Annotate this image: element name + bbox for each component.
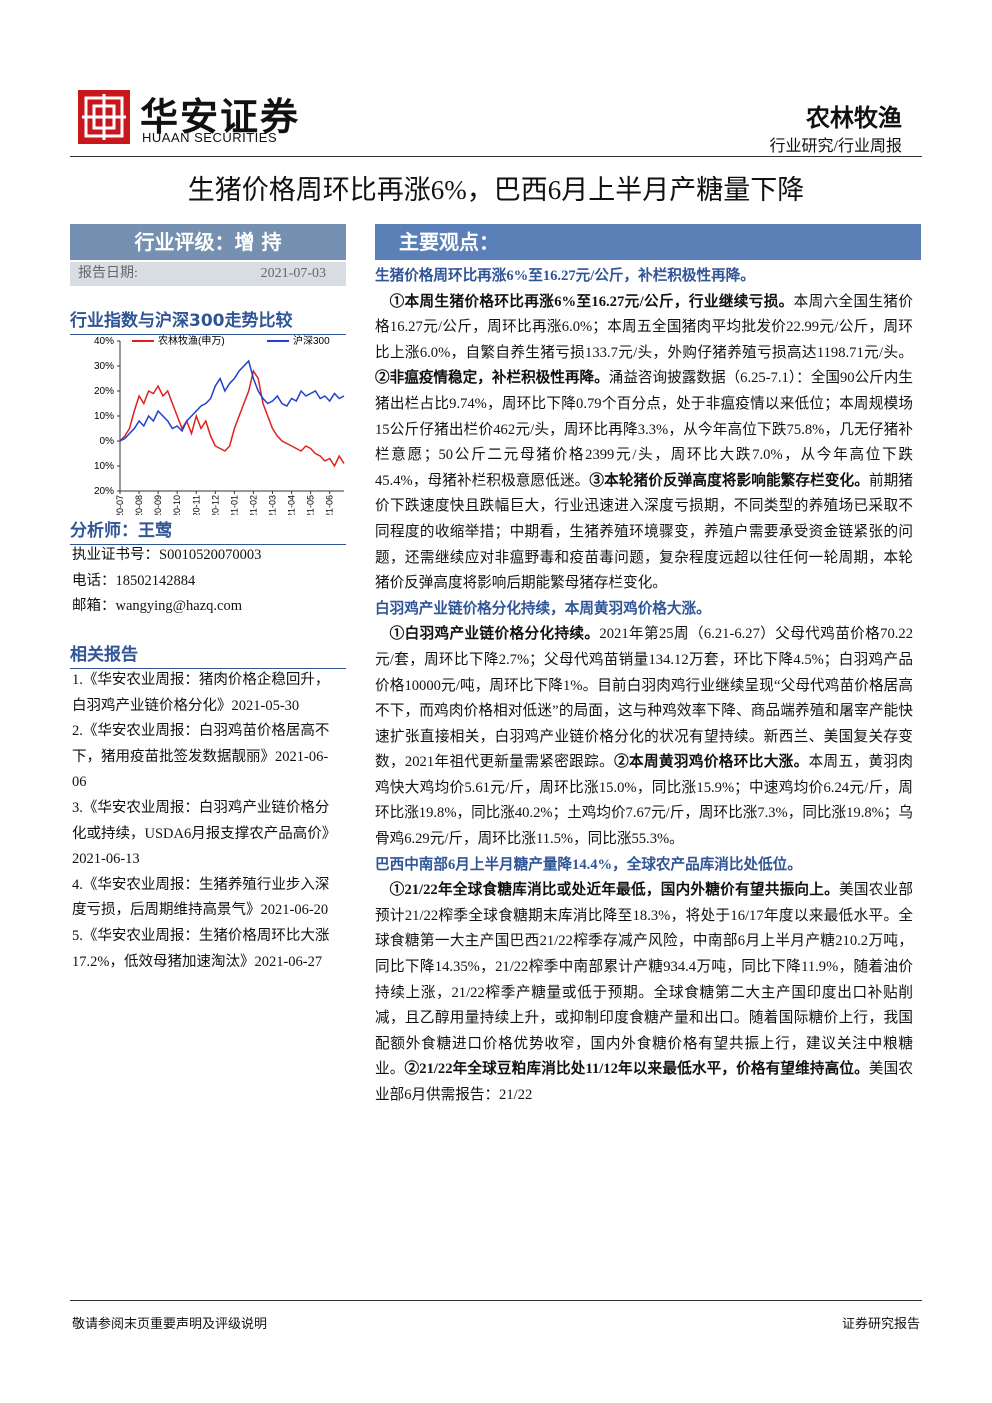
logo-icon bbox=[78, 90, 130, 144]
main-banner: 主要观点： bbox=[375, 224, 921, 260]
related-item: 3.《华安农业周报：白羽鸡产业链价格分化或持续，USDA6月报支撑农产品高价》2… bbox=[72, 799, 337, 868]
sector: 农林牧渔 bbox=[806, 106, 902, 132]
y-tick-label: 20% bbox=[94, 486, 114, 497]
chart: 40%30%20%10%0%10%20%20-07 20-08 20-09 20-10… bbox=[94, 334, 345, 515]
bold-text: ②本周黄羽鸡价格环比大涨。 bbox=[614, 754, 809, 771]
x-tick-label: 20-08 bbox=[134, 495, 144, 515]
x-tick-label: 20-09 bbox=[153, 495, 163, 515]
paragraph: ①白羽鸡产业链价格分化持续。2021年第25周（6.21-6.27）父母代鸡苗价… bbox=[375, 622, 913, 852]
text: 美国农业部6月供需报告：21/22 bbox=[375, 1061, 913, 1103]
footer-rule bbox=[70, 1300, 922, 1301]
date-label: 报告日期: bbox=[78, 266, 138, 281]
rating-banner: 行业评级：增 持 bbox=[70, 224, 346, 260]
x-tick-label: 21-06 bbox=[325, 495, 335, 515]
series-line bbox=[119, 359, 345, 442]
related-item: 4.《华安农业周报：生猪养殖行业步入深度亏损，后周期维持高景气》2021-06-… bbox=[72, 876, 330, 919]
report-title: 生猪价格周环比再涨6%，巴西6月上半月产糖量下降 bbox=[187, 175, 805, 205]
header-rule bbox=[70, 156, 922, 157]
section-heading: 行业指数与沪深300走势比较 bbox=[70, 306, 346, 335]
y-tick-label: 40% bbox=[94, 336, 114, 347]
related-list: 1.《华安农业周报：猪肉价格企稳回升，白羽鸡产业链价格分化》2021-05-30… bbox=[72, 668, 338, 975]
x-tick-label: 21-02 bbox=[248, 495, 258, 515]
main-heading: 主要观点： bbox=[399, 230, 499, 254]
text: 美国农业部预计21/22榨季全球食糖期末库消比降至18.3%，将处于16/17年… bbox=[375, 882, 913, 1078]
related-item: 1.《华安农业周报：猪肉价格企稳回升，白羽鸡产业链价格分化》2021-05-30 bbox=[72, 672, 330, 714]
date: 2021-07-03 bbox=[260, 266, 326, 281]
section-heading: 巴西中南部6月上半月糖产量降14.4%，全球农产品库消比处低位。 bbox=[375, 856, 802, 873]
x-tick-label: 20-11 bbox=[191, 495, 201, 515]
section-heading: 白羽鸡产业链价格分化持续，本周黄羽鸡价格大涨。 bbox=[375, 600, 711, 617]
bold-text: ③本轮猪价反弹高度将影响能繁存栏变化。 bbox=[589, 472, 869, 489]
series-line bbox=[119, 369, 345, 468]
phone: 电话：18502142884 bbox=[72, 572, 196, 589]
y-tick-label: 0% bbox=[100, 436, 115, 447]
y-tick-label: 30% bbox=[94, 361, 114, 372]
related-item: 5.《华安农业周报：生猪价格周环比大涨17.2%，低效母猪加速淘汰》2021-0… bbox=[72, 927, 330, 970]
section-heading: 相关报告 bbox=[70, 640, 346, 669]
report-type: 行业研究/行业周报 bbox=[769, 138, 902, 155]
x-tick-label: 21-05 bbox=[306, 495, 316, 515]
logo-mark bbox=[82, 94, 126, 140]
legend-label: 农林牧渔(申万) bbox=[158, 334, 225, 347]
logo-text: 华安证券 bbox=[140, 95, 301, 139]
date-row: 报告日期: 2021-07-03 bbox=[70, 262, 346, 286]
paragraph: ①本周生猪价格环比再涨6%至16.27元/公斤，行业继续亏损。本周六全国生猪价格… bbox=[375, 290, 913, 597]
text: 2021年第25周（6.21-6.27）父母代鸡苗价格70.22元/套，周环比下… bbox=[375, 626, 913, 771]
paragraph: ①21/22年全球食糖库消比或处近年最低，国内外糖价有望共振向上。美国农业部预计… bbox=[375, 878, 913, 1108]
y-tick-label: 10% bbox=[94, 461, 114, 472]
text: 前期猪价下跌速度快且跌幅巨大，行业迅速进入深度亏损期，不同类型的养殖场已采取不同… bbox=[375, 472, 913, 592]
footer-label: 证券研究报告 bbox=[841, 1316, 920, 1331]
y-tick-label: 10% bbox=[94, 411, 114, 422]
text: 本周五，黄羽肉鸡快大鸡均价5.61元/斤，周环比涨15.0%，同比涨15.9%；… bbox=[375, 754, 913, 848]
related-item: 2.《华安农业周报：白羽鸡苗价格居高不下，猪用疫苗批签发数据靓丽》2021-06… bbox=[72, 723, 330, 791]
legend-label: 沪深300 bbox=[293, 334, 330, 347]
text: 涌益咨询披露数据（6.25-7.1）：全国90公斤内生猪出栏占比9.74%，周环… bbox=[375, 370, 913, 489]
analyst: 分析师：王莺 bbox=[70, 516, 346, 545]
bold-text: ①21/22年全球食糖库消比或处近年最低，国内外糖价有望共振向上。 bbox=[389, 882, 839, 899]
bold-text: ②21/22年全球豆粕库消比处11/12年以来最低水平，价格有望维持高位。 bbox=[404, 1061, 869, 1078]
section-heading: 生猪价格周环比再涨6%至16.27元/公斤，补栏积极性再降。 bbox=[375, 268, 755, 284]
bold-text: ②非瘟疫情稳定，补栏积极性再降。 bbox=[375, 370, 609, 387]
x-tick-label: 20-12 bbox=[210, 495, 220, 515]
y-tick-label: 20% bbox=[94, 386, 114, 397]
bold-text: ①白羽鸡产业链价格分化持续。 bbox=[389, 626, 600, 643]
x-tick-label: 21-04 bbox=[287, 495, 297, 515]
license: 执业证书号：S0010520070003 bbox=[72, 547, 262, 563]
x-tick-label: 20-07 bbox=[115, 495, 125, 515]
x-tick-label: 21-01 bbox=[229, 495, 239, 515]
footer-note: 敬请参阅末页重要声明及评级说明 bbox=[72, 1316, 268, 1331]
x-tick-label: 21-03 bbox=[268, 495, 278, 515]
contact: 执业证书号：S0010520070003 电话：18502142884 邮箱：w… bbox=[72, 543, 338, 620]
text: 本周六全国生猪价格16.27元/公斤，周环比再涨6.0%；本周五全国猪肉平均批发… bbox=[375, 293, 913, 361]
bold-text: ①本周生猪价格环比再涨6%至16.27元/公斤，行业继续亏损。 bbox=[389, 293, 794, 310]
email: 邮箱：wangying@hazq.com bbox=[72, 598, 242, 615]
logo-english: HUAAN SECURITIES bbox=[142, 130, 278, 145]
main-body: 生猪价格周环比再涨6%至16.27元/公斤，补栏积极性再降。 ①本周生猪价格环比再… bbox=[375, 264, 913, 1284]
x-tick-label: 20-10 bbox=[172, 495, 182, 515]
